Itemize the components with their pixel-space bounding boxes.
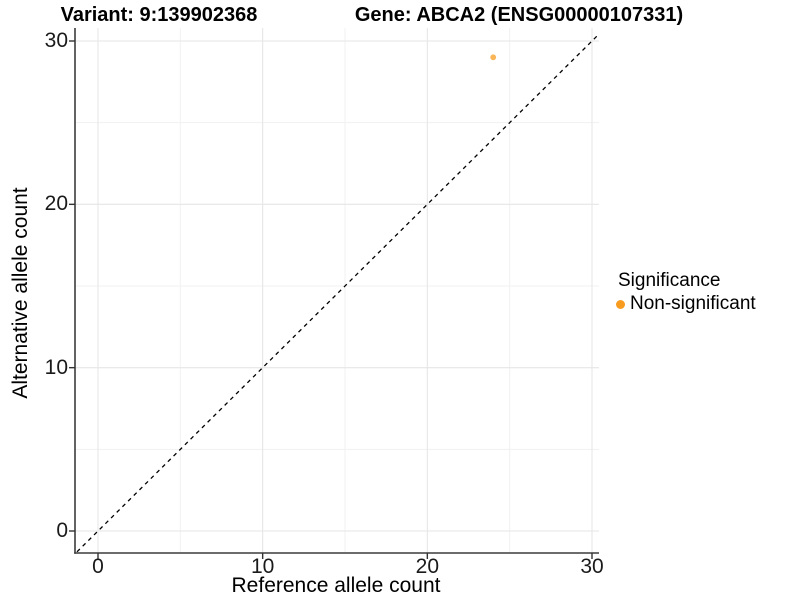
y-axis-title: Alternative allele count [9,187,32,399]
plot-title-gene: Gene: ABCA2 (ENSG00000107331) [354,4,684,26]
identity-dashed-line [75,33,599,553]
legend-marker-dot-icon [616,299,625,309]
legend-item-non-significant: Non-significant [616,293,756,315]
x-tick-label: 30 [580,555,604,578]
x-axis-title: Reference allele count [231,574,441,597]
x-tick-label: 0 [92,555,104,578]
y-tick-label: 10 [44,355,68,379]
x-tick-label: 10 [250,555,275,578]
legend-item-label: Non-significant [630,293,756,314]
y-tick-label: 0 [56,519,68,542]
data-point [490,54,497,61]
y-tick-label: 30 [44,29,68,52]
y-tick-label: 20 [44,192,68,216]
x-tick-label: 20 [415,555,440,578]
plot-title-variant: Variant: 9:139902368 [60,4,258,26]
legend-title: Significance [618,270,721,291]
legend: Significance Non-significant [616,269,756,315]
